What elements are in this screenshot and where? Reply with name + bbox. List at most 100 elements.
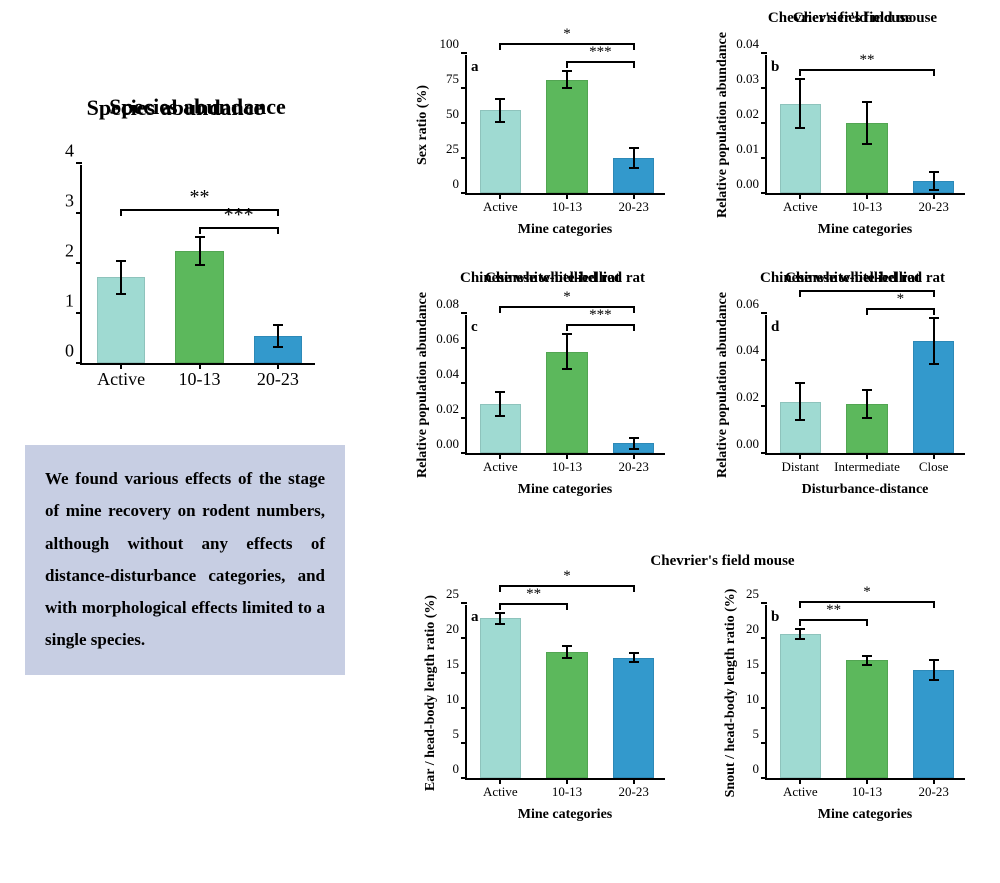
x-axis-label: Mine categories (518, 807, 612, 823)
panel-d: Chinese white-bellied rat0.000.020.040.0… (700, 270, 980, 510)
ytick-label: 25 (446, 586, 467, 602)
ytick-label: 10 (746, 691, 767, 707)
xtick-label: Active (483, 453, 518, 475)
ytick-label: 0 (453, 761, 468, 777)
chart-title: Chinese white-bellied rat (765, 270, 965, 287)
ytick-label: 4 (65, 141, 82, 162)
y-axis-label: Relative population abundance (415, 292, 431, 478)
y-axis-label: Snout / head-body length ratio (%) (723, 588, 739, 797)
xtick-label: Active (783, 778, 818, 800)
bar (480, 110, 521, 193)
bar (546, 652, 587, 778)
bar (546, 80, 587, 193)
ytick-label: 20 (746, 621, 767, 637)
significance-label: * (563, 26, 571, 43)
ytick-label: 2 (65, 241, 82, 262)
xtick-label: 10-13 (852, 778, 882, 800)
xtick-label: 20-23 (257, 363, 299, 390)
plot-area: 0.000.020.040.06DistantIntermediateClose… (765, 315, 965, 455)
ytick-label: 20 (446, 621, 467, 637)
ytick-label: 0.02 (736, 106, 767, 122)
panel-a: 0255075100Active10-1320-23**** Sex ratio … (400, 10, 680, 250)
panel-f: 0510152025Active10-1320-23*** Snout / hea… (700, 555, 980, 835)
xtick-label: 10-13 (852, 193, 882, 215)
significance-label: * (563, 568, 571, 585)
summary-text: We found various effects of the stage of… (45, 469, 325, 649)
bar (780, 634, 821, 778)
ytick-label: 15 (446, 656, 467, 672)
ytick-label: 25 (746, 586, 767, 602)
significance-label: ** (526, 586, 541, 603)
y-axis-label: Relative population abundance (715, 292, 731, 478)
panel-letter: b (771, 59, 779, 76)
y-axis-label: Sex ratio (%) (415, 85, 431, 165)
chart-title: Chevrier's field mouse (765, 10, 965, 27)
ytick-label: 0 (753, 761, 768, 777)
plot-area: 0510152025Active10-1320-23*** (765, 605, 965, 780)
xtick-label: 20-23 (618, 193, 648, 215)
ytick-label: 0 (453, 176, 468, 192)
ytick-label: 0.06 (736, 296, 767, 312)
x-axis-label: Disturbance-distance (802, 482, 929, 498)
ytick-label: 100 (440, 36, 468, 52)
ytick-label: 0.03 (736, 71, 767, 87)
ytick-label: 1 (65, 291, 82, 312)
xtick-label: Active (483, 193, 518, 215)
bar (175, 251, 224, 364)
y-axis-label: Relative population abundance (715, 32, 731, 218)
x-axis-label: Mine categories (518, 482, 612, 498)
bar (480, 618, 521, 778)
plot-area: 0510152025Active10-1320-23*** (465, 605, 665, 780)
significance-label: * (563, 289, 571, 306)
significance-label: *** (589, 307, 612, 324)
panel-letter: a (471, 59, 479, 76)
y-axis-label: Ear / head-body length ratio (%) (423, 594, 439, 790)
plot-area: 01234Active10-1320-23***** (80, 165, 315, 365)
ytick-label: 5 (453, 726, 468, 742)
ytick-label: 75 (446, 71, 467, 87)
chart-title: Species abundance (80, 94, 315, 120)
xtick-label: 20-23 (918, 193, 948, 215)
ytick-label: 10 (446, 691, 467, 707)
plot-area: 0255075100Active10-1320-23**** (465, 55, 665, 195)
panel-e: 0510152025Active10-1320-23***Ear / head-… (400, 555, 680, 835)
bottom-shared-title: Chevrier's field mouse (465, 553, 980, 570)
panel-letter: b (771, 609, 779, 626)
xtick-label: 20-23 (618, 778, 648, 800)
xtick-label: 10-13 (552, 778, 582, 800)
ytick-label: 0.00 (736, 436, 767, 452)
panel-letter: c (471, 319, 478, 336)
x-axis-label: Mine categories (518, 222, 612, 238)
species-abundance-panel: Species abundance 0 1 2 3 4 Active 10-13 20-23 **… (25, 95, 325, 395)
xtick-label: Active (97, 363, 145, 390)
ytick-label: 0.08 (436, 296, 467, 312)
ytick-label: 0.04 (736, 342, 767, 358)
ytick-label: 0.04 (736, 36, 767, 52)
panel-letter: a (471, 609, 479, 626)
ytick-label: 0.02 (436, 401, 467, 417)
ytick-label: 3 (65, 191, 82, 212)
xtick-label: 10-13 (179, 363, 221, 390)
ytick-label: 0.06 (436, 331, 467, 347)
xtick-label: Active (483, 778, 518, 800)
ytick-label: 0.02 (736, 389, 767, 405)
significance-label: *** (589, 44, 612, 61)
xtick-label: Close (919, 453, 949, 475)
ytick-label: 0.01 (736, 141, 767, 157)
plot-area: 0.000.020.040.060.08Active10-1320-23**** (465, 315, 665, 455)
ytick-label: 0 (65, 341, 82, 362)
significance-label: *** (224, 204, 254, 227)
xtick-label: 10-13 (552, 453, 582, 475)
xtick-label: 20-23 (918, 778, 948, 800)
significance-label: * (897, 291, 905, 308)
chart-title: Chinese white-bellied rat (465, 270, 665, 287)
panel-letter: d (771, 319, 779, 336)
summary-text-box: We found various effects of the stage of… (25, 445, 345, 675)
panel-c: Chinese white-bellied rat 0.000.020.040.0… (400, 270, 680, 510)
significance-label: ** (190, 186, 210, 209)
ytick-label: 50 (446, 106, 467, 122)
ytick-label: 25 (446, 141, 467, 157)
ytick-label: 15 (746, 656, 767, 672)
ytick-label: 0.00 (736, 176, 767, 192)
ytick-label: 0.04 (436, 366, 467, 382)
